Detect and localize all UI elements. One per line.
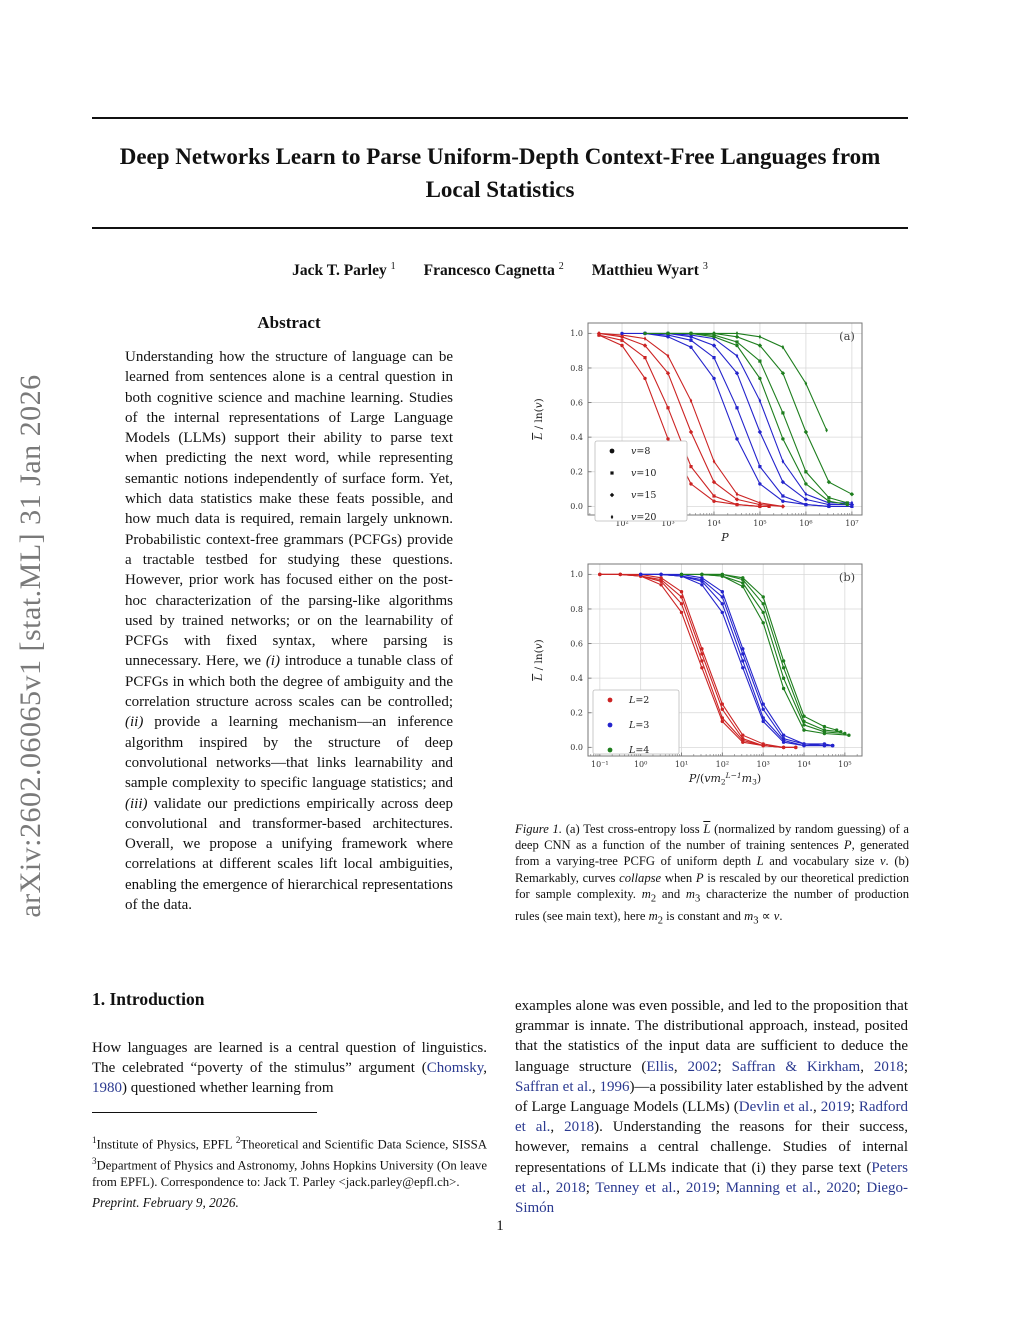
citation-link[interactable]: 2019 xyxy=(685,1179,716,1196)
abstract-section: Abstract Understanding how the structure… xyxy=(125,313,453,915)
svg-text:10⁶: 10⁶ xyxy=(799,519,812,528)
citation-link[interactable]: Tenney et al. xyxy=(595,1179,677,1196)
figure-1-caption: Figure 1. (a) Test cross-entropy loss L … xyxy=(515,821,910,927)
svg-text:0.0: 0.0 xyxy=(570,502,583,511)
introduction-paragraph: How languages are learned is a central q… xyxy=(92,1040,487,1097)
paper-title: Deep Networks Learn to Parse Uniform-Dep… xyxy=(92,140,908,206)
abstract-heading: Abstract xyxy=(257,313,321,332)
svg-text:L=3: L=3 xyxy=(628,720,649,731)
svg-text:1.0: 1.0 xyxy=(570,329,583,338)
svg-text:(b): (b) xyxy=(839,570,855,584)
citation-link[interactable]: Diego-Simón xyxy=(515,1179,909,1217)
header-rule-top xyxy=(92,117,908,120)
svg-text:0.6: 0.6 xyxy=(570,639,583,648)
svg-text:10⁴: 10⁴ xyxy=(707,519,720,528)
citation-link[interactable]: 2002 xyxy=(687,1058,718,1075)
paper-title-line2: Local Statistics xyxy=(425,177,575,202)
svg-text:10²: 10² xyxy=(716,760,729,769)
citation-link[interactable]: Chomsky xyxy=(426,1060,484,1077)
svg-text:10⁷: 10⁷ xyxy=(845,519,858,528)
svg-text:10³: 10³ xyxy=(756,760,769,769)
svg-text:10⁵: 10⁵ xyxy=(753,519,766,528)
citation-link[interactable]: 1980 xyxy=(92,1080,122,1097)
citation-link[interactable]: Saffran & Kirkham xyxy=(731,1058,861,1075)
affiliation-footnote: 1Institute of Physics, EPFL 2Theoretical… xyxy=(92,1134,487,1189)
svg-text:v=10: v=10 xyxy=(631,468,656,479)
svg-text:L=2: L=2 xyxy=(628,695,649,706)
author-name: Jack T. Parley 1 xyxy=(292,261,396,280)
figure-1b-plot: 10⁻¹ 10⁰ 10¹ 10² 10³ 10⁴ 10⁵ 0.0 0.2 0.4 0.6 0.8 1.0… xyxy=(525,554,921,802)
svg-text:P: P xyxy=(720,531,729,544)
svg-text:10⁻¹: 10⁻¹ xyxy=(591,760,609,769)
svg-text:0.4: 0.4 xyxy=(570,674,583,683)
citation-link[interactable]: Peters et al. xyxy=(515,1159,908,1196)
citation-link[interactable]: 2018 xyxy=(555,1179,586,1196)
svg-text:0.0: 0.0 xyxy=(570,743,583,752)
svg-text:P/(vm2L−1m3): P/(vm2L−1m3) xyxy=(688,771,761,787)
svg-text:(a): (a) xyxy=(839,329,855,343)
citation-link[interactable]: Ellis xyxy=(646,1058,674,1075)
citation-link[interactable]: 2020 xyxy=(826,1179,857,1196)
svg-text:0.8: 0.8 xyxy=(570,605,583,614)
author-line: Jack T. Parley 1 Francesco Cagnetta 2 Matt… xyxy=(92,261,908,280)
citation-link[interactable]: Devlin et al. xyxy=(738,1099,813,1116)
svg-text:10¹: 10¹ xyxy=(675,760,688,769)
paper-title-line1: Deep Networks Learn to Parse Uniform-Dep… xyxy=(119,144,881,169)
svg-text:0.4: 0.4 xyxy=(570,433,583,442)
figure-1a-plot: 10² 10³ 10⁴ 10⁵ 10⁶ 10⁷ 0.0 0.2 0.4 0.6 0.8 1.0 v=8 v… xyxy=(525,313,921,553)
author-name: Francesco Cagnetta 2 xyxy=(423,261,564,280)
abstract-text: Understanding how the structure of langu… xyxy=(125,349,453,914)
footnote-rule xyxy=(92,1112,317,1114)
arxiv-banner: arXiv:2602.06065v1 [stat.ML] 31 Jan 2026 xyxy=(14,374,47,918)
svg-text:10²: 10² xyxy=(615,519,628,528)
svg-text:1.0: 1.0 xyxy=(570,570,583,579)
svg-text:L=4: L=4 xyxy=(628,745,649,756)
svg-text:v=20: v=20 xyxy=(631,512,656,523)
svg-text:0.6: 0.6 xyxy=(570,398,583,407)
svg-text:10⁵: 10⁵ xyxy=(838,760,851,769)
header-rule-bottom xyxy=(92,227,908,230)
svg-text:10⁴: 10⁴ xyxy=(797,760,810,769)
svg-text:10³: 10³ xyxy=(661,519,674,528)
svg-text:L / ln(v): L / ln(v) xyxy=(533,398,545,440)
citation-link[interactable]: Saffran et al. xyxy=(515,1078,592,1095)
page-number: 1 xyxy=(496,1218,504,1234)
citation-link[interactable]: Manning et al. xyxy=(725,1179,817,1196)
citation-link[interactable]: 2018 xyxy=(564,1119,595,1136)
svg-text:0.2: 0.2 xyxy=(570,709,583,718)
svg-text:10⁰: 10⁰ xyxy=(634,760,647,769)
section-heading-introduction: 1. Introduction xyxy=(92,989,205,1009)
citation-link[interactable]: Radford et al. xyxy=(515,1099,908,1136)
right-column-paragraph: examples alone was even possible, and le… xyxy=(515,998,909,1217)
svg-text:v=15: v=15 xyxy=(631,490,656,501)
svg-text:L / ln(v): L / ln(v) xyxy=(533,639,545,681)
svg-text:0.8: 0.8 xyxy=(570,364,583,373)
author-name: Matthieu Wyart 3 xyxy=(591,261,708,280)
svg-text:v=8: v=8 xyxy=(631,446,650,457)
preprint-date-line: Preprint. February 9, 2026. xyxy=(92,1195,239,1211)
citation-link[interactable]: 1996 xyxy=(599,1078,630,1095)
svg-text:0.2: 0.2 xyxy=(570,468,583,477)
citation-link[interactable]: 2019 xyxy=(820,1099,851,1116)
citation-link[interactable]: 2018 xyxy=(873,1058,904,1075)
